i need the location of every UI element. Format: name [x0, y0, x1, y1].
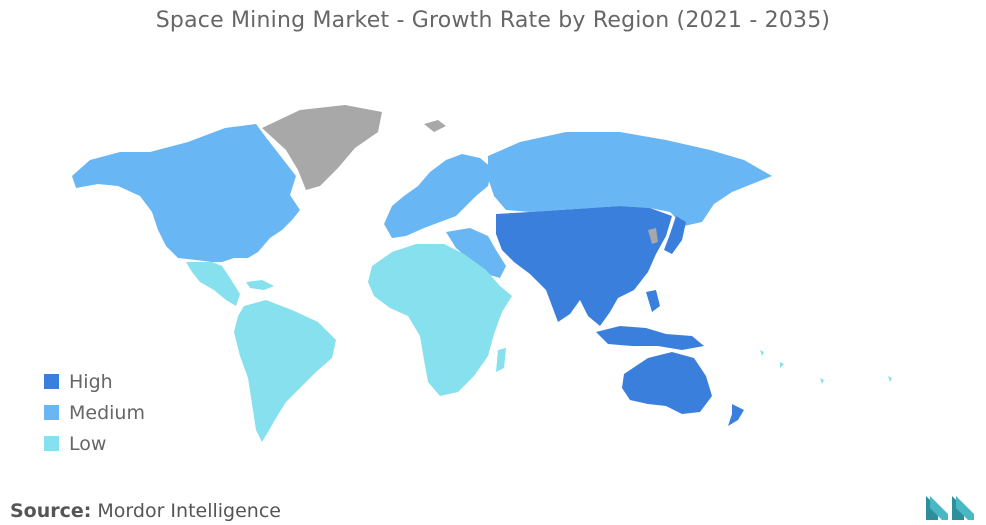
legend-label-high: High: [69, 370, 113, 393]
region-central-america: [186, 262, 240, 306]
source-note: Source: Mordor Intelligence: [10, 500, 281, 522]
region-africa: [368, 244, 512, 396]
source-label: Source:: [10, 500, 92, 522]
legend-item-low: Low: [44, 428, 145, 459]
region-caribbean: [246, 280, 274, 290]
legend: High Medium Low: [44, 366, 145, 459]
legend-label-medium: Medium: [69, 401, 145, 424]
region-europe: [384, 154, 492, 238]
legend-swatch-high: [44, 374, 59, 389]
region-southeast-asia: [596, 326, 704, 350]
region-pacific-islands: [760, 350, 892, 384]
region-new-zealand: [728, 404, 744, 426]
region-svalbard: [424, 120, 446, 132]
chart-title: Space Mining Market - Growth Rate by Reg…: [155, 8, 831, 33]
region-russia: [488, 132, 772, 226]
region-philippines: [646, 290, 660, 312]
region-japan: [664, 216, 686, 254]
legend-label-low: Low: [69, 432, 107, 455]
region-madagascar: [496, 348, 506, 372]
region-north-america: [72, 124, 300, 262]
legend-item-medium: Medium: [44, 397, 145, 428]
legend-item-high: High: [44, 366, 145, 397]
region-australia: [622, 352, 712, 414]
legend-swatch-low: [44, 436, 59, 451]
region-greenland: [262, 105, 382, 190]
source-value: Mordor Intelligence: [97, 500, 281, 522]
region-asia: [496, 206, 672, 326]
region-middle-east: [446, 228, 506, 278]
mordor-intelligence-logo-icon: [926, 496, 974, 520]
legend-swatch-medium: [44, 405, 59, 420]
region-korea: [648, 228, 658, 244]
region-south-america: [234, 300, 336, 442]
